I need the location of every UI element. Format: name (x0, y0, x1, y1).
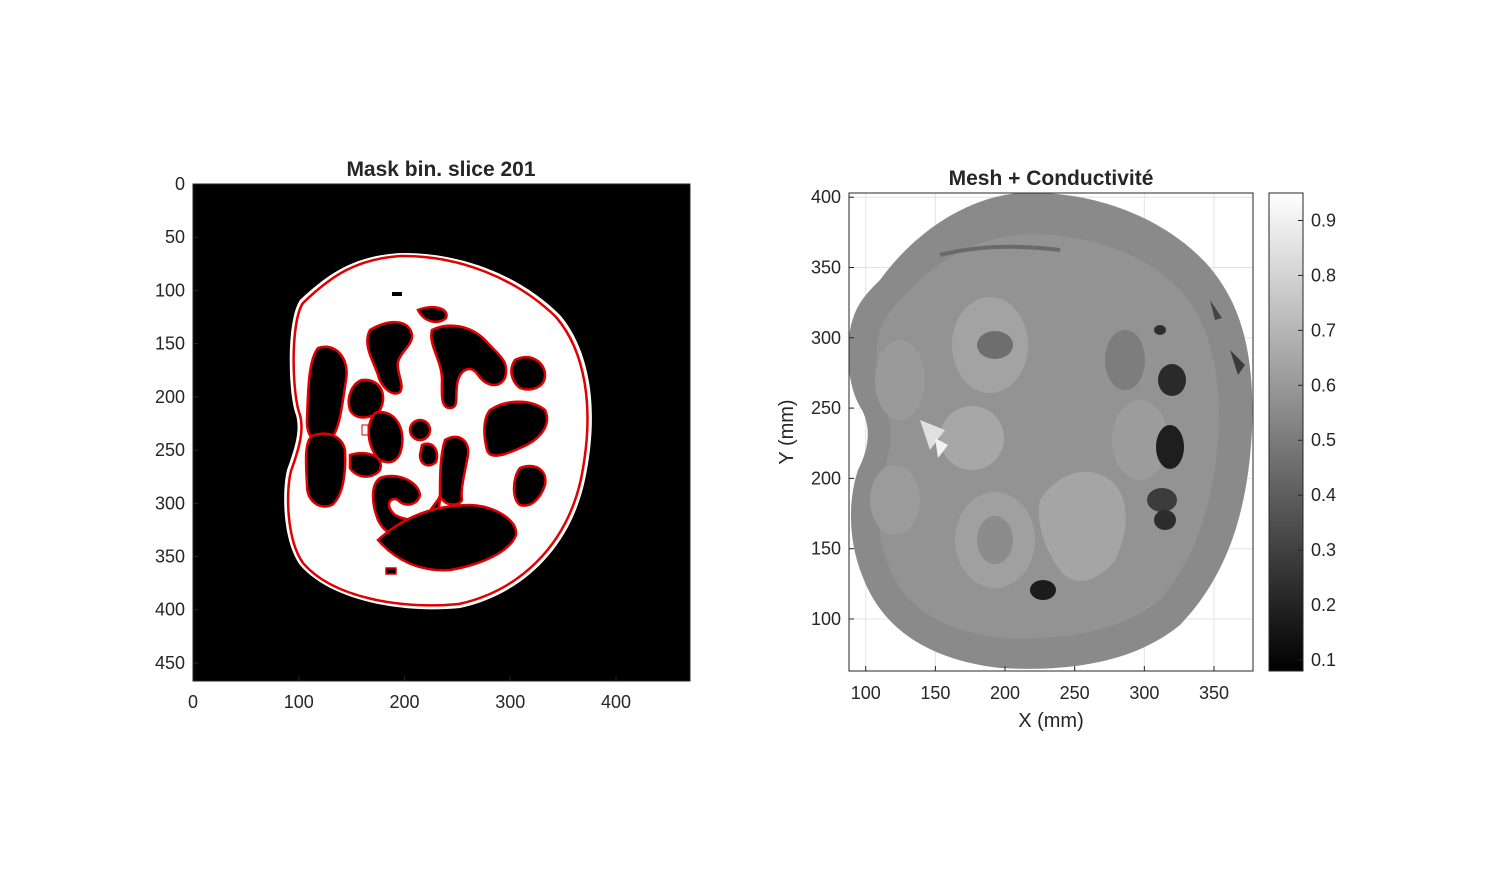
mask-y-tick-label: 400 (155, 600, 185, 620)
mesh-x-tick-label: 350 (1199, 683, 1229, 703)
mask-cavities (304, 306, 549, 572)
body-mask (284, 252, 592, 610)
colorbar-tick-label: 0.9 (1311, 210, 1336, 230)
mesh-y-tick-label: 300 (811, 328, 841, 348)
mask-x-tick-label: 0 (188, 692, 198, 712)
mask-x-tick-label: 400 (601, 692, 631, 712)
colorbar-tick-label: 0.6 (1311, 375, 1336, 395)
small-artifact (385, 567, 397, 575)
mesh-axes-box (848, 192, 1254, 672)
mesh-y-axis: 100 150 200 250 300 350 400 (811, 187, 854, 629)
mesh-y-label: Y (mm) (776, 399, 798, 464)
mesh-x-axis: 100 150 200 250 300 350 (851, 666, 1229, 703)
colorbar-tick-label: 0.5 (1311, 430, 1336, 450)
mask-title: Mask bin. slice 201 (346, 158, 535, 181)
mask-y-tick-label: 300 (155, 493, 185, 513)
mask-y-tick-label: 0 (175, 174, 185, 194)
mask-image (284, 252, 592, 610)
mask-y-axis: 0 50 100 150 200 250 300 350 400 450 (155, 174, 198, 673)
mesh-x-tick-label: 200 (990, 683, 1020, 703)
body-contour (286, 254, 589, 607)
mesh-image (849, 193, 1253, 669)
white-speck (361, 424, 369, 436)
colorbar: 0.1 0.2 0.3 0.4 0.5 0.6 0.7 0.8 0.9 (1268, 192, 1336, 672)
mesh-panel: Mesh + Conductivité (776, 167, 1336, 732)
mask-y-tick-label: 150 (155, 334, 185, 354)
mask-y-tick-label: 250 (155, 440, 185, 460)
mask-x-tick-label: 200 (389, 692, 419, 712)
mesh-x-label: X (mm) (1018, 710, 1084, 732)
mesh-y-tick-label: 150 (811, 539, 841, 559)
mesh-x-tick-label: 250 (1060, 683, 1090, 703)
mesh-y-tick-label: 250 (811, 398, 841, 418)
mask-x-tick-label: 100 (284, 692, 314, 712)
colorbar-tick-label: 0.4 (1311, 485, 1336, 505)
colorbar-tick-label: 0.8 (1311, 265, 1336, 285)
colorbar-tick-label: 0.3 (1311, 540, 1336, 560)
colorbar-tick-label: 0.1 (1311, 650, 1336, 670)
mask-y-tick-label: 200 (155, 387, 185, 407)
mask-x-tick-label: 300 (495, 692, 525, 712)
mesh-y-tick-label: 400 (811, 187, 841, 207)
colorbar-ticks: 0.1 0.2 0.3 0.4 0.5 0.6 0.7 0.8 0.9 (1298, 210, 1336, 670)
mesh-x-tick-label: 100 (851, 683, 881, 703)
mesh-y-tick-label: 350 (811, 258, 841, 278)
mask-y-tick-label: 100 (155, 280, 185, 300)
mask-panel: Mask bin. slice 201 (155, 158, 691, 712)
colorbar-gradient (1268, 192, 1304, 672)
mask-axes-box (192, 183, 691, 682)
mesh-title: Mesh + Conductivité (949, 167, 1154, 190)
colorbar-tick-label: 0.7 (1311, 320, 1336, 340)
mesh-x-tick-label: 300 (1129, 683, 1159, 703)
colorbar-tick-label: 0.2 (1311, 595, 1336, 615)
mask-y-tick-label: 50 (165, 227, 185, 247)
mesh-x-tick-label: 150 (920, 683, 950, 703)
mesh-dark-spots (1030, 300, 1245, 600)
mask-y-tick-label: 350 (155, 546, 185, 566)
mesh-y-tick-label: 200 (811, 468, 841, 488)
mesh-y-tick-label: 100 (811, 609, 841, 629)
mesh-organs (870, 244, 1168, 588)
mask-x-axis: 0 100 200 300 400 (188, 676, 631, 712)
mask-y-tick-label: 450 (155, 653, 185, 673)
small-artifact-top (392, 292, 402, 296)
